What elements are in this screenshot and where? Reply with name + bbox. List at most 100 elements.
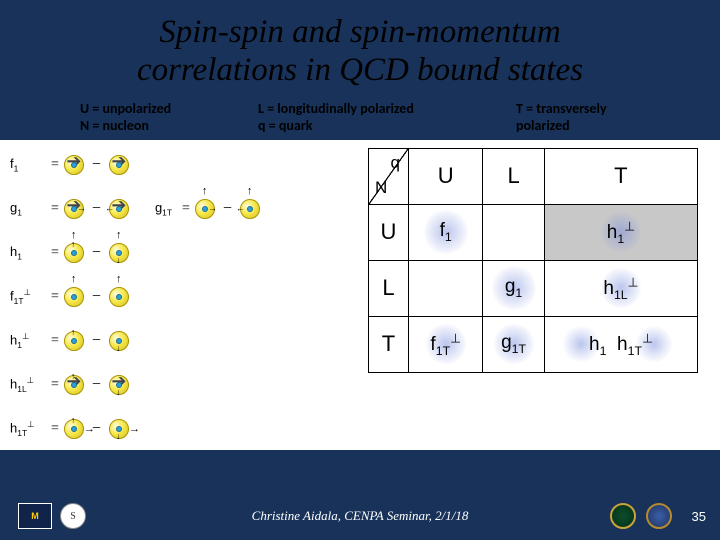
row-header-T: T bbox=[369, 316, 409, 372]
quark-dot-icon bbox=[202, 206, 208, 212]
nucleon-ball-icon bbox=[109, 419, 129, 439]
equals-sign: = bbox=[51, 421, 59, 437]
diagram-label: h1T⊥ bbox=[0, 419, 48, 438]
table-row-L: L g1 h1L⊥ bbox=[369, 260, 698, 316]
tmd-diagrams: f1=➔−➔g1=➔−➔g1T=−h1=−f1T⊥=−h1⊥=−h1L⊥=➔−➔… bbox=[0, 140, 350, 450]
seal-logo-icon: S bbox=[60, 503, 86, 529]
nucleon-ball-icon bbox=[64, 419, 84, 439]
legend-q: q = quark bbox=[258, 117, 488, 134]
equals-sign: = bbox=[51, 333, 59, 349]
minus-sign: − bbox=[92, 244, 101, 262]
doe-logo-icon bbox=[610, 503, 636, 529]
minus-sign: − bbox=[223, 200, 232, 218]
cell-T-L: g1T bbox=[483, 316, 544, 372]
cell-L-U bbox=[408, 260, 482, 316]
quark-dot-icon bbox=[71, 426, 77, 432]
quark-dot-icon bbox=[71, 294, 77, 300]
cell-U-U: f1 bbox=[408, 204, 482, 260]
diagram-row-6: h1T⊥=− bbox=[0, 408, 350, 450]
corner-q-label: q bbox=[390, 153, 399, 173]
minus-sign: − bbox=[92, 200, 101, 218]
legend-col-1: U = unpolarized N = nucleon bbox=[80, 100, 230, 134]
diagram-row-4: h1⊥= − bbox=[0, 320, 350, 362]
nucleon-ball-icon bbox=[64, 287, 84, 307]
row-header-L: L bbox=[369, 260, 409, 316]
diagram-row-0: f1= ➔−➔ bbox=[0, 144, 350, 186]
equals-sign: = bbox=[51, 157, 59, 173]
quark-dot-icon bbox=[116, 426, 122, 432]
diagram-row-2: h1= − bbox=[0, 232, 350, 274]
equals-sign: = bbox=[51, 201, 59, 217]
cell-T-U: f1T⊥ bbox=[408, 316, 482, 372]
nucleon-ball-icon bbox=[195, 199, 215, 219]
nucleon-ball-icon: ➔ bbox=[64, 199, 84, 219]
quark-dot-icon bbox=[116, 206, 122, 212]
footer-logos-left: M S bbox=[0, 503, 86, 529]
table-row-U: U f1 h1⊥ bbox=[369, 204, 698, 260]
nsf-logo-icon bbox=[646, 503, 672, 529]
nucleon-ball-icon bbox=[240, 199, 260, 219]
quark-dot-icon bbox=[116, 294, 122, 300]
quark-dot-icon bbox=[71, 206, 77, 212]
tmd-table: N q U L T U f1 h1⊥ L g1 h1L⊥ T f1T⊥ g1T … bbox=[368, 148, 698, 373]
legend-col-2: L = longitudinally polarized q = quark bbox=[258, 100, 488, 134]
legend-T: T = transversely polarized bbox=[516, 100, 640, 134]
minus-sign: − bbox=[92, 288, 101, 306]
legend-L: L = longitudinally polarized bbox=[258, 100, 488, 117]
title-line-1: Spin-spin and spin-momentum bbox=[159, 14, 560, 50]
footer-credit: Christine Aidala, CENPA Seminar, 2/1/18 bbox=[252, 508, 469, 524]
nucleon-ball-icon bbox=[64, 243, 84, 263]
col-header-L: L bbox=[483, 148, 544, 204]
nucleon-ball-icon: ➔ bbox=[64, 155, 84, 175]
diagram-label: f1T⊥ bbox=[0, 287, 48, 306]
page-number: 35 bbox=[692, 509, 706, 524]
diagram-row-1: g1=➔−➔g1T=− bbox=[0, 188, 350, 230]
nucleon-ball-icon: ➔ bbox=[109, 155, 129, 175]
nucleon-ball-icon: ➔ bbox=[109, 199, 129, 219]
equals-sign: = bbox=[51, 377, 59, 393]
diagram-label: g1T bbox=[145, 200, 179, 218]
slide-footer: M S Christine Aidala, CENPA Seminar, 2/1… bbox=[0, 492, 720, 540]
content-area: f1=➔−➔g1=➔−➔g1T=−h1=−f1T⊥=−h1⊥=−h1L⊥=➔−➔… bbox=[0, 140, 720, 450]
quark-dot-icon bbox=[116, 338, 122, 344]
nucleon-ball-icon bbox=[64, 331, 84, 351]
minus-sign: − bbox=[92, 332, 101, 350]
title-line-2: correlations in QCD bound states bbox=[137, 52, 583, 88]
table-header-row: N q U L T bbox=[369, 148, 698, 204]
diagram-label: f1 bbox=[0, 156, 48, 174]
quark-dot-icon bbox=[71, 162, 77, 168]
cell-L-T: h1L⊥ bbox=[544, 260, 697, 316]
col-header-T: T bbox=[544, 148, 697, 204]
nucleon-ball-icon: ➔ bbox=[64, 375, 84, 395]
michigan-logo-icon: M bbox=[18, 503, 52, 529]
quark-dot-icon bbox=[71, 250, 77, 256]
legend-U: U = unpolarized bbox=[80, 100, 230, 117]
quark-dot-icon bbox=[116, 162, 122, 168]
footer-logos-right bbox=[610, 503, 672, 529]
diagram-row-5: h1L⊥=➔−➔ bbox=[0, 364, 350, 406]
cell-T-T: h1 h1T⊥ bbox=[544, 316, 697, 372]
quark-dot-icon bbox=[116, 250, 122, 256]
diagram-label: h1⊥ bbox=[0, 331, 48, 350]
quark-dot-icon bbox=[71, 338, 77, 344]
legend-N: N = nucleon bbox=[80, 117, 230, 134]
diagram-row-3: f1T⊥= − bbox=[0, 276, 350, 318]
slide-title: Spin-spin and spin-momentum correlations… bbox=[0, 0, 720, 98]
cell-U-L bbox=[483, 204, 544, 260]
cell-L-L: g1 bbox=[483, 260, 544, 316]
diagram-label: h1 bbox=[0, 244, 48, 262]
equals-sign: = bbox=[51, 245, 59, 261]
col-header-U: U bbox=[408, 148, 482, 204]
quark-dot-icon bbox=[71, 382, 77, 388]
nucleon-ball-icon bbox=[109, 243, 129, 263]
nucleon-ball-icon bbox=[109, 331, 129, 351]
equals-sign: = bbox=[51, 289, 59, 305]
legend-row: U = unpolarized N = nucleon L = longitud… bbox=[0, 98, 720, 140]
legend-col-3: T = transversely polarized bbox=[516, 100, 640, 134]
minus-sign: − bbox=[92, 376, 101, 394]
table-corner-cell: N q bbox=[369, 148, 409, 204]
diagram-label: g1 bbox=[0, 200, 48, 218]
nucleon-ball-icon bbox=[109, 287, 129, 307]
minus-sign: − bbox=[92, 156, 101, 174]
equals-sign: = bbox=[182, 201, 190, 217]
